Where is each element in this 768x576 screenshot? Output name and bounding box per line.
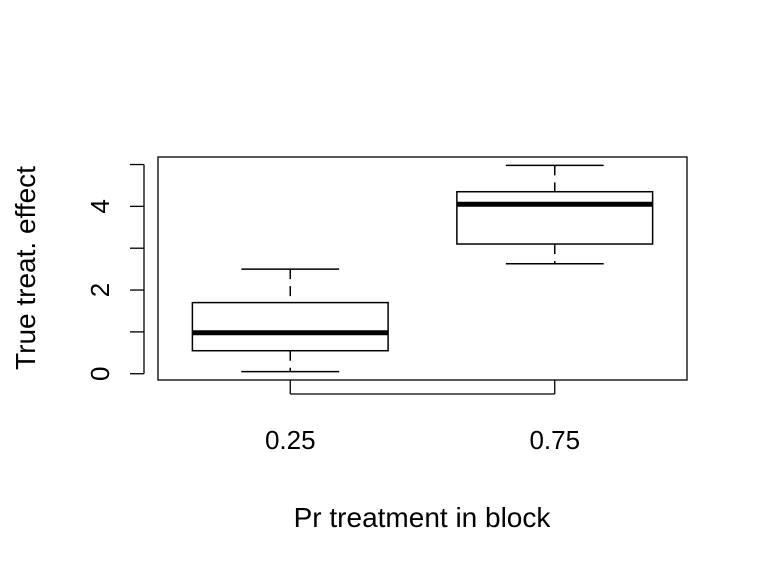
plot-frame (157, 156, 688, 381)
box-0.75 (456, 164, 654, 265)
iqr-box-0.25 (191, 301, 389, 352)
y-tick-label-0: 0 (85, 366, 115, 380)
y-axis: 0 2 4 (85, 163, 145, 381)
x-axis-title: Pr treatment in block (294, 502, 552, 533)
boxes-layer (191, 164, 654, 373)
x-axis: 0.25 0.75 (265, 380, 580, 455)
x-tick-label-0.25: 0.25 (265, 425, 316, 455)
y-tick-label-4: 4 (85, 199, 115, 213)
box-0.25 (191, 268, 389, 373)
iqr-box-0.75 (456, 190, 654, 245)
x-tick-label-0.75: 0.75 (529, 425, 580, 455)
y-tick-label-2: 2 (85, 283, 115, 297)
y-axis-title: True treat. effect (10, 166, 41, 370)
